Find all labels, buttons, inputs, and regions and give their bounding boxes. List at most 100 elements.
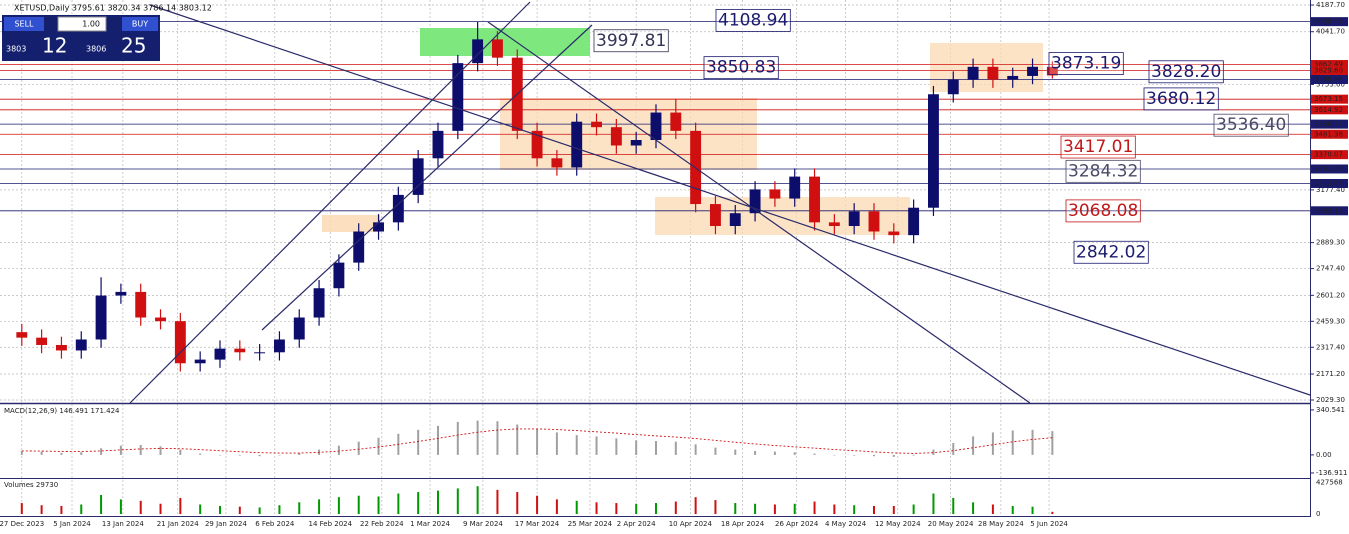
macd-bar <box>436 425 439 455</box>
macd-bar <box>298 452 301 455</box>
volume-bar <box>199 504 202 514</box>
price-tag-label: 3673.15 <box>1314 95 1343 103</box>
x-tick-label: 14 Feb 2024 <box>309 520 353 528</box>
price-tag <box>1311 17 1348 27</box>
volume-bar <box>991 504 994 514</box>
x-tick-label: 29 Jan 2024 <box>205 520 248 528</box>
level-label: 3680.12 <box>1146 89 1216 109</box>
y-tick-label: -136.911 <box>1316 469 1347 477</box>
macd-bar <box>357 441 360 455</box>
bid-main: 3803 <box>6 45 26 54</box>
macd-bar <box>892 454 895 457</box>
macd-bar <box>754 450 757 455</box>
candle-body <box>610 127 622 146</box>
sell-button[interactable] <box>4 17 44 31</box>
x-tick-label: 10 Apr 2024 <box>669 520 713 528</box>
volume-bar <box>615 503 618 514</box>
bid-pips: 12 <box>42 34 67 58</box>
buy-label: BUY <box>132 20 148 29</box>
sell-label: SELL <box>14 20 34 29</box>
volume-bar <box>357 495 360 514</box>
level-label: 3997.81 <box>596 31 666 51</box>
candle-body <box>729 213 741 227</box>
price-tag <box>1311 105 1348 115</box>
macd-bar <box>496 421 499 455</box>
volume-bar <box>258 507 261 514</box>
volume-bar <box>20 503 23 514</box>
trend-lines <box>129 1 1311 404</box>
price-tag <box>1311 74 1348 84</box>
y-tick-label: 2747.40 <box>1316 265 1345 273</box>
x-tick-label: 26 Apr 2024 <box>775 520 819 528</box>
price-tag <box>1311 94 1348 104</box>
volume-bar <box>833 504 836 514</box>
volume-bar <box>972 502 975 514</box>
level-label: 3828.20 <box>1151 62 1221 82</box>
y-tick-label: 2317.40 <box>1316 343 1345 351</box>
y-tick-label: 3177.40 <box>1316 186 1345 194</box>
price-tag <box>1311 66 1348 76</box>
x-tick-label: 20 May 2024 <box>928 520 974 528</box>
macd-bar <box>159 446 162 455</box>
buy-button[interactable] <box>122 17 158 31</box>
volume-bar <box>674 501 677 514</box>
level-box <box>1065 199 1141 223</box>
volume-bar <box>417 492 420 514</box>
candle-body <box>353 231 365 263</box>
level-box <box>1060 135 1136 159</box>
candle-body <box>313 288 325 318</box>
grid <box>0 0 1310 516</box>
macd-bar <box>139 444 142 455</box>
x-tick-label: 21 Jan 2024 <box>157 520 200 528</box>
trend-line <box>487 21 1031 404</box>
ask-pips: 25 <box>121 34 146 58</box>
chart-title: XETUSD,Daily 3795.61 3820.34 3786.14 380… <box>14 4 212 13</box>
candle-body <box>947 79 959 95</box>
candle-body <box>927 94 939 208</box>
candle-body <box>591 121 602 128</box>
level-label: 3873.19 <box>1051 54 1121 74</box>
volume-bar <box>932 493 935 514</box>
macd-bar <box>238 454 241 456</box>
price-tag <box>1311 119 1348 129</box>
level-box <box>715 9 791 32</box>
x-tick-label: 27 Dec 2023 <box>0 520 44 528</box>
trend-line <box>149 4 1311 396</box>
volume-bar <box>278 505 281 514</box>
macd-bar <box>972 436 975 455</box>
x-tick-label: 2 Apr 2024 <box>617 520 656 528</box>
macd-bar <box>1051 431 1054 455</box>
annotations: 4108.94 3997.81 3850.83 3873.19 3828.20 3680.… <box>593 9 1289 264</box>
candle-body <box>95 295 107 340</box>
volume-bar <box>80 504 83 514</box>
level-box <box>593 29 669 53</box>
price-tag-label: 3829.60 <box>1314 67 1343 75</box>
macd-bar <box>853 454 856 456</box>
macd-bar <box>813 453 816 455</box>
candle-body <box>1046 66 1058 76</box>
candle-body <box>16 332 28 338</box>
candle-body <box>452 63 464 131</box>
candle-body <box>848 211 860 227</box>
macd-bar <box>80 452 83 455</box>
macd-bar <box>734 449 737 455</box>
price-tag <box>1311 178 1348 188</box>
level-label: 3417.01 <box>1063 137 1133 157</box>
macd-bar <box>337 445 340 455</box>
macd-bar <box>1011 430 1014 455</box>
volume-bar <box>516 492 519 514</box>
price-tag-label: 3481.38 <box>1314 130 1343 138</box>
lot-value: 1.00 <box>82 20 100 29</box>
macd-bar <box>932 449 935 455</box>
macd-bar <box>674 441 677 455</box>
trend-line <box>129 1 531 404</box>
price-tag <box>1311 129 1348 139</box>
candle-body <box>373 222 384 232</box>
x-tick-label: 13 Jan 2024 <box>102 520 145 528</box>
macd-bar <box>833 454 836 456</box>
candle-body <box>769 189 781 199</box>
candle-body <box>749 189 761 214</box>
lot-input[interactable] <box>57 16 107 32</box>
level-label: 4108.94 <box>718 10 788 30</box>
